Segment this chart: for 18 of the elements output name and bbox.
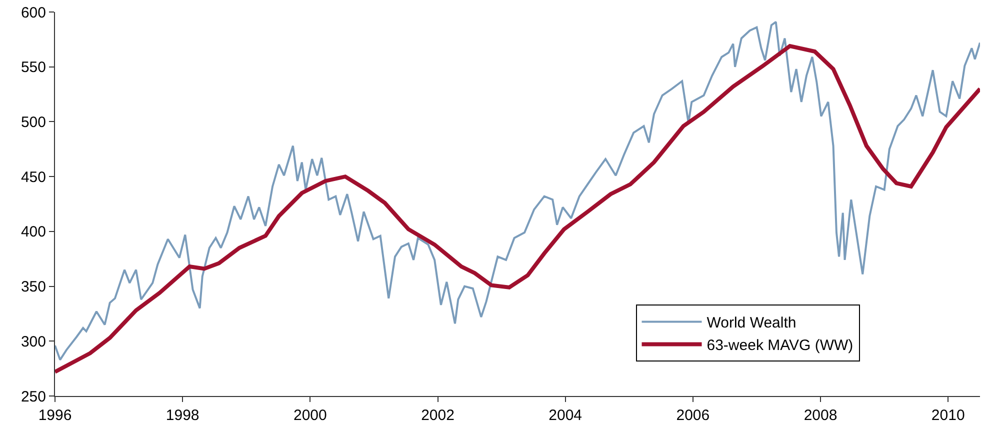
y-tick-label: 500 xyxy=(20,114,46,131)
y-tick-label: 350 xyxy=(20,278,46,296)
y-tick-label: 550 xyxy=(20,59,46,76)
y-tick-label: 300 xyxy=(20,333,46,350)
y-tick-label: 450 xyxy=(20,168,46,186)
x-tick-label: 2000 xyxy=(293,407,327,424)
legend-label: 63-week MAVG (WW) xyxy=(706,337,854,354)
y-tick-label: 600 xyxy=(20,4,46,22)
x-tick-label: 2008 xyxy=(804,407,838,424)
x-tick-label: 2010 xyxy=(931,407,965,424)
y-tick-label: 400 xyxy=(20,224,46,241)
x-tick-label: 2002 xyxy=(421,407,454,424)
x-tick-label: 2004 xyxy=(548,407,582,424)
x-tick-label: 1996 xyxy=(38,407,72,424)
x-tick-label: 2006 xyxy=(676,407,710,424)
y-tick-label: 250 xyxy=(20,388,46,406)
legend-label: World Wealth xyxy=(706,314,796,332)
x-tick-label: 1998 xyxy=(166,407,200,424)
